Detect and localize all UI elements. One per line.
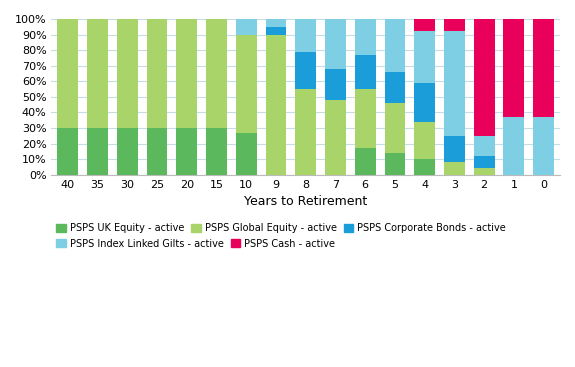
Bar <box>236 34 256 132</box>
Bar <box>355 19 375 55</box>
Bar <box>504 19 524 117</box>
Bar <box>266 34 286 175</box>
Bar <box>58 19 78 128</box>
Bar <box>385 72 405 103</box>
Bar <box>117 19 138 128</box>
Bar <box>147 19 167 128</box>
Bar <box>444 32 465 136</box>
Bar <box>296 89 316 175</box>
Bar <box>414 159 435 175</box>
Bar <box>444 19 465 32</box>
Bar <box>474 168 494 175</box>
Bar <box>325 19 346 69</box>
Bar <box>325 100 346 175</box>
Bar <box>206 19 227 128</box>
Bar <box>117 128 138 175</box>
Bar <box>296 19 316 52</box>
Bar <box>385 153 405 175</box>
Bar <box>444 136 465 162</box>
Bar <box>147 128 167 175</box>
Bar <box>355 89 375 148</box>
Bar <box>58 128 78 175</box>
Bar <box>474 19 494 136</box>
X-axis label: Years to Retirement: Years to Retirement <box>244 195 367 208</box>
Bar <box>533 19 554 117</box>
Bar <box>414 83 435 122</box>
Bar <box>87 19 108 128</box>
Bar <box>444 162 465 175</box>
Bar <box>87 128 108 175</box>
Bar <box>414 19 435 32</box>
Bar <box>533 117 554 175</box>
Bar <box>355 148 375 175</box>
Bar <box>296 52 316 89</box>
Bar <box>355 55 375 89</box>
Bar <box>236 19 256 34</box>
Bar <box>266 19 286 27</box>
Bar <box>177 19 197 128</box>
Bar <box>504 117 524 175</box>
Bar <box>266 27 286 34</box>
Bar <box>177 128 197 175</box>
Bar <box>474 136 494 156</box>
Bar <box>414 122 435 159</box>
Legend: PSPS Index Linked Gilts - active, PSPS Cash - active: PSPS Index Linked Gilts - active, PSPS C… <box>56 239 335 249</box>
Bar <box>325 69 346 100</box>
Bar <box>474 156 494 168</box>
Bar <box>206 128 227 175</box>
Bar <box>414 32 435 83</box>
Bar <box>385 103 405 153</box>
Bar <box>236 132 256 175</box>
Bar <box>385 19 405 72</box>
